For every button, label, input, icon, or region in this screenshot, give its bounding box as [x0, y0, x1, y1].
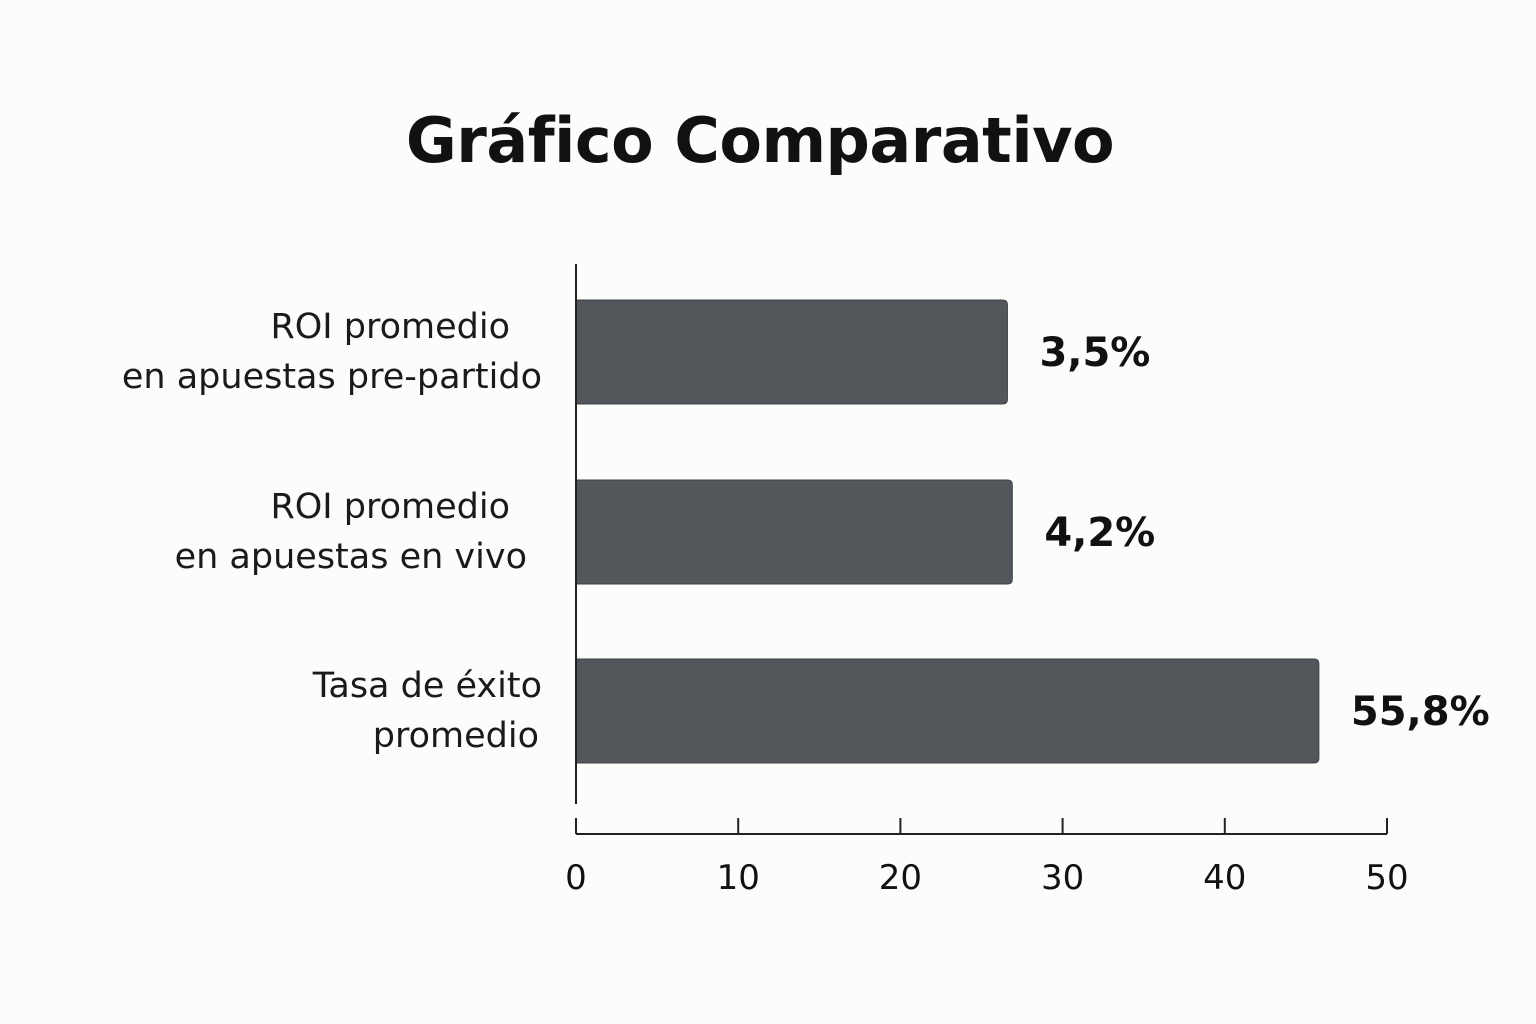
category-label: en apuestas pre-partido [122, 357, 542, 397]
x-tick-label: 0 [565, 858, 587, 898]
bar [575, 479, 1013, 585]
x-tick-label: 50 [1365, 858, 1408, 898]
bars-layer: 3,5% 4,2% 55,8% [575, 299, 1490, 764]
category-label: Tasa de éxito [312, 666, 542, 706]
category-label: promedio [373, 716, 539, 756]
bar [575, 658, 1320, 764]
category-label: en apuestas en vivo [175, 537, 527, 577]
bar-value-label: 4,2% [1044, 510, 1155, 556]
bar-value-label: 55,8% [1351, 689, 1490, 735]
category-label: ROI promedio [270, 487, 510, 527]
x-tick-label: 40 [1203, 858, 1246, 898]
bar [575, 299, 1008, 405]
x-tick-label: 20 [879, 858, 922, 898]
chart-title: Gráfico Comparativo [405, 104, 1115, 177]
bar-value-label: 3,5% [1039, 330, 1150, 376]
category-labels-layer: ROI promedio en apuestas pre-partido ROI p… [122, 307, 542, 756]
category-label: ROI promedio [270, 307, 510, 347]
axes-layer: 0 10 20 30 40 50 [565, 264, 1409, 898]
x-tick-label: 30 [1041, 858, 1084, 898]
x-tick-label: 10 [717, 858, 760, 898]
